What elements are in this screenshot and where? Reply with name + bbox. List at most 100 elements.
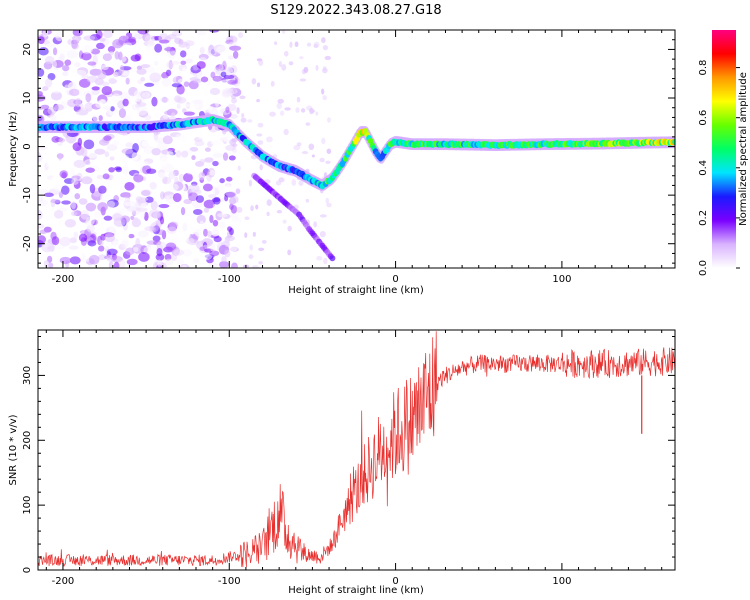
noise-blob [110, 106, 115, 112]
noise-blob [282, 219, 287, 224]
noise-blob [99, 195, 106, 202]
noise-blob [64, 59, 72, 66]
noise-blob [201, 100, 213, 107]
noise-blob [53, 210, 64, 219]
noise-blob [47, 106, 57, 116]
noise-blob [125, 77, 130, 85]
noise-blob [227, 55, 234, 60]
noise-blob [144, 114, 152, 121]
noise-blob [181, 264, 187, 268]
noise-blob [121, 148, 134, 155]
noise-blob [183, 111, 195, 116]
y-tick-label: 20 [22, 43, 33, 56]
noise-blob [183, 172, 193, 183]
noise-blob [80, 210, 90, 220]
noise-blob [180, 207, 186, 216]
noise-blob [225, 106, 230, 114]
noise-blob [38, 235, 47, 244]
noise-blob [316, 255, 323, 261]
noise-blob [323, 257, 328, 265]
noise-blob [109, 156, 115, 161]
noise-blob [173, 249, 185, 256]
noise-blob [67, 39, 73, 45]
noise-blob [143, 145, 154, 155]
noise-blob [207, 230, 212, 238]
noise-blob [61, 200, 71, 205]
y-tick-label: 200 [22, 431, 33, 450]
noise-blob [239, 95, 246, 100]
noise-blob [62, 71, 69, 77]
noise-blob [249, 244, 253, 251]
noise-blob [327, 117, 331, 123]
noise-blob [81, 52, 92, 61]
noise-blob [229, 139, 237, 146]
noise-blob [229, 114, 238, 119]
noise-blob [181, 103, 192, 108]
noise-blob [231, 97, 237, 104]
noise-blob [259, 164, 263, 171]
noise-blob [212, 75, 223, 82]
noise-blob [209, 87, 221, 96]
noise-blob [168, 221, 179, 229]
noise-blob [133, 174, 144, 183]
noise-blob [287, 249, 292, 256]
noise-blob [43, 260, 50, 268]
noise-blob [223, 74, 235, 79]
noise-blob [204, 157, 214, 163]
noise-blob [42, 30, 49, 38]
noise-blob [154, 60, 159, 67]
noise-blob [119, 64, 124, 75]
noise-blob [193, 258, 200, 264]
noise-blob [81, 147, 88, 158]
noise-blob [112, 140, 120, 146]
snr-y-axis-label: SNR (10 * v/v) [8, 414, 19, 485]
noise-blob [220, 71, 227, 78]
noise-blob [299, 56, 304, 60]
noise-blob [95, 42, 105, 50]
noise-blob [49, 176, 60, 187]
noise-blob [38, 105, 45, 111]
noise-blob [102, 53, 113, 62]
noise-blob [98, 254, 107, 261]
snr-marks [38, 331, 675, 568]
noise-blob [144, 34, 155, 45]
noise-blob [309, 109, 316, 113]
noise-blob [194, 228, 201, 237]
noise-blob [70, 211, 78, 217]
noise-blob [146, 66, 155, 73]
spectrogram-frame [37, 29, 676, 269]
noise-blob [167, 49, 176, 60]
noise-blob [90, 249, 98, 255]
noise-blob [166, 151, 174, 159]
noise-blob [180, 60, 187, 65]
x-tick-label: -200 [52, 576, 75, 587]
noise-blob [38, 36, 45, 45]
noise-blob [173, 232, 179, 242]
noise-blob [240, 117, 247, 123]
noise-blob [95, 227, 107, 234]
noise-blob [200, 76, 209, 83]
noise-blob [128, 233, 135, 239]
spectrogram-y-axis-label: Frequency (Hz) [8, 111, 19, 187]
noise-blob [112, 240, 120, 249]
noise-blob [291, 179, 297, 186]
noise-blob [203, 207, 210, 213]
noise-blob [308, 143, 315, 151]
noise-blob [130, 54, 141, 62]
noise-blob [87, 240, 97, 247]
noise-blob [289, 41, 293, 48]
noise-blob [222, 152, 229, 161]
noise-blob [212, 219, 219, 227]
noise-blob [111, 174, 123, 183]
noise-blob [48, 262, 54, 268]
noise-blob [78, 86, 85, 97]
noise-blob [160, 96, 169, 103]
noise-blob [113, 261, 120, 268]
noise-blob [277, 98, 284, 104]
noise-blob [158, 204, 170, 209]
spectrogram-marks [38, 30, 675, 268]
noise-blob [281, 63, 287, 71]
noise-blob [128, 95, 135, 101]
noise-blob [38, 189, 49, 195]
y-tick-label: 10 [22, 92, 33, 105]
